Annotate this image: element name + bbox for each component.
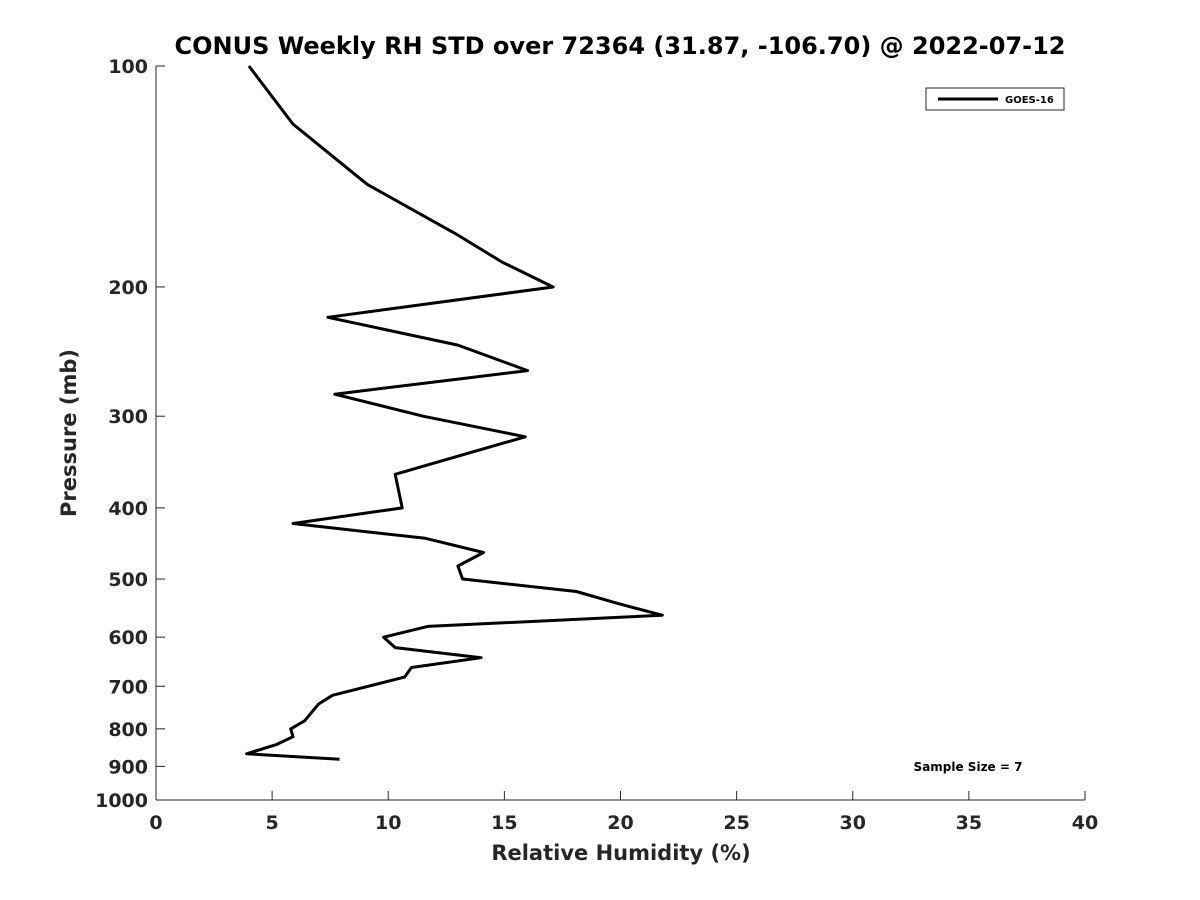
x-tick-label-30: 30 (840, 812, 866, 834)
x-tick-label-15: 15 (491, 812, 517, 834)
x-tick-label-5: 5 (266, 812, 279, 834)
x-tick-label-35: 35 (956, 812, 982, 834)
x-tick-label-25: 25 (723, 812, 749, 834)
y-tick-label-700: 700 (108, 676, 148, 698)
x-tick-label-20: 20 (607, 812, 633, 834)
y-tick-label-400: 400 (108, 498, 148, 520)
y-tick-label-900: 900 (108, 756, 148, 778)
x-tick-label-40: 40 (1072, 812, 1098, 834)
y-tick-label-300: 300 (108, 406, 148, 428)
x-tick-label-10: 10 (375, 812, 401, 834)
y-tick-label-600: 600 (108, 627, 148, 649)
y-tick-label-200: 200 (108, 277, 148, 299)
legend: GOES-16 (925, 87, 1065, 111)
x-axis-label: Relative Humidity (%) (491, 841, 750, 865)
y-axis-label: Pressure (mb) (57, 349, 81, 517)
y-tick-label-500: 500 (108, 569, 148, 591)
sample-size-annotation: Sample Size = 7 (914, 760, 1023, 774)
x-tick-label-0: 0 (149, 812, 162, 834)
legend-label-goes16: GOES-16 (1005, 95, 1054, 106)
y-tick-label-800: 800 (108, 719, 148, 741)
chart-title: CONUS Weekly RH STD over 72364 (31.87, -… (174, 32, 1065, 60)
series-line-goes-16 (245, 65, 664, 761)
plot-area: 0 5 10 15 20 25 30 35 40 100 200 300 400 500 600 700 800… (95, 56, 1098, 834)
y-tick-label-1000: 1000 (95, 790, 148, 812)
y-tick-label-100: 100 (108, 56, 148, 78)
